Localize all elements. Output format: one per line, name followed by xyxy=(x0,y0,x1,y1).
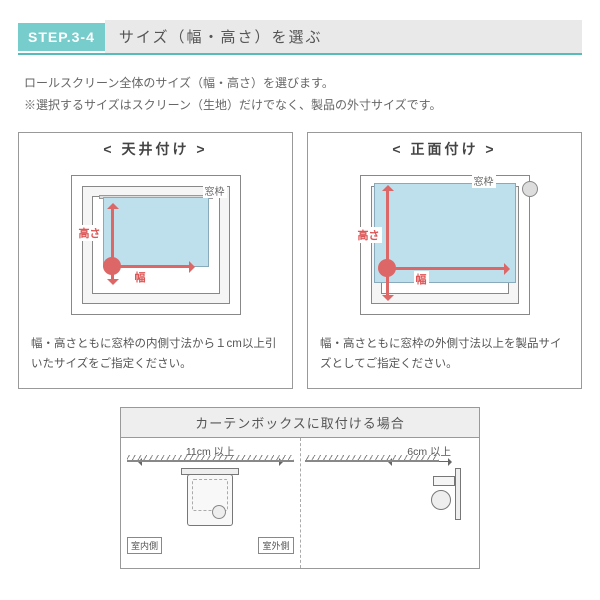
curtain-box-right: 6cm 以上 xyxy=(300,438,480,568)
roll-icon xyxy=(522,181,538,197)
width-arrow-icon xyxy=(388,267,508,270)
arrow-origin-icon xyxy=(103,257,121,275)
arrow-origin-icon xyxy=(378,259,396,277)
curtain-box-section: カーテンボックスに取付ける場合 11cm 以上 室内側 室外側 6cm 以上 xyxy=(120,407,480,569)
bracket-mechanism-icon xyxy=(185,468,235,528)
front-description: 幅・高さともに窓枠の外側寸法以上を製品サイズとしてご指定ください。 xyxy=(308,325,581,388)
inside-label: 室内側 xyxy=(127,537,162,554)
width-label: 幅 xyxy=(414,271,429,287)
intro-line2: ※選択するサイズはスクリーン（生地）だけでなく、製品の外寸サイズです。 xyxy=(24,95,582,117)
curtain-box-title: カーテンボックスに取付ける場合 xyxy=(121,408,479,438)
ceiling-diagram: 窓枠 高さ 幅 xyxy=(19,165,292,325)
intro-text: ロールスクリーン全体のサイズ（幅・高さ）を選びます。 ※選択するサイズはスクリー… xyxy=(18,73,582,116)
curtain-box-left: 11cm 以上 室内側 室外側 xyxy=(121,438,300,568)
header-title: サイズ（幅・高さ）を選ぶ xyxy=(105,20,582,53)
mounting-panels: < 天井付け > 窓枠 高さ 幅 幅・高さともに窓枠の内側寸法から１cm以上引い… xyxy=(18,132,582,389)
ceiling-line-icon xyxy=(305,460,440,462)
height-label: 高さ xyxy=(77,225,103,241)
ceiling-mount-panel: < 天井付け > 窓枠 高さ 幅 幅・高さともに窓枠の内側寸法から１cm以上引い… xyxy=(18,132,293,389)
ceiling-panel-title: < 天井付け > xyxy=(19,133,292,165)
width-arrow-icon xyxy=(113,265,193,268)
height-label: 高さ xyxy=(356,227,382,243)
ceiling-description: 幅・高さともに窓枠の内側寸法から１cm以上引いたサイズをご指定ください。 xyxy=(19,325,292,388)
step-badge: STEP.3-4 xyxy=(18,23,105,51)
front-mount-panel: < 正面付け > 窓枠 高さ 幅 幅・高さともに窓枠の外側寸法以上を製品サイズと… xyxy=(307,132,582,389)
wall-bracket-icon xyxy=(427,468,461,528)
ceiling-line-icon xyxy=(127,460,294,462)
outside-label: 室外側 xyxy=(258,537,293,554)
width-label: 幅 xyxy=(133,269,148,285)
intro-line1: ロールスクリーン全体のサイズ（幅・高さ）を選びます。 xyxy=(24,73,582,95)
frame-label: 窓枠 xyxy=(472,173,496,188)
step-header: STEP.3-4 サイズ（幅・高さ）を選ぶ xyxy=(18,20,582,55)
frame-label: 窓枠 xyxy=(203,183,227,198)
height-arrow-icon xyxy=(386,187,389,299)
front-diagram: 窓枠 高さ 幅 xyxy=(308,165,581,325)
front-panel-title: < 正面付け > xyxy=(308,133,581,165)
